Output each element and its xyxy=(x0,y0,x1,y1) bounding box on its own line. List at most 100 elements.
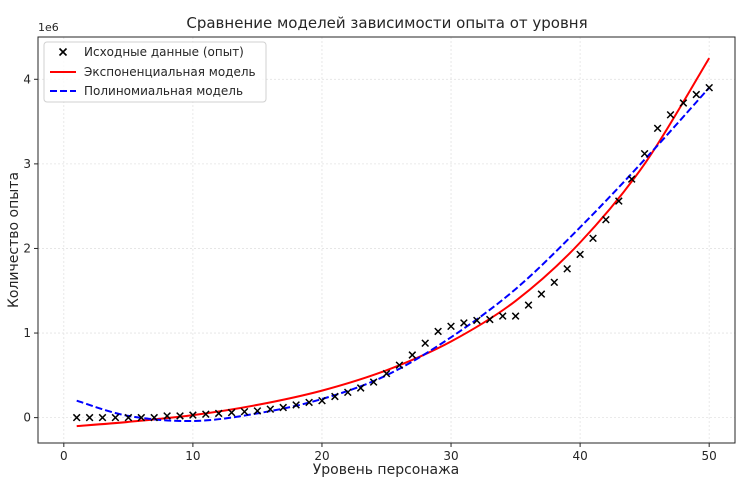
data-point xyxy=(176,412,184,420)
data-point xyxy=(266,405,275,414)
data-point xyxy=(318,396,326,405)
y-tick-label: 0 xyxy=(23,411,31,425)
data-point-stroke xyxy=(176,412,184,420)
data-point xyxy=(240,407,249,416)
data-point-stroke xyxy=(98,413,107,422)
chart-title: Сравнение моделей зависимости опыта от у… xyxy=(186,14,587,32)
data-point-stroke xyxy=(563,264,572,273)
data-point-stroke xyxy=(163,412,171,420)
data-point xyxy=(653,124,662,133)
y-scale-label: 1e6 xyxy=(38,21,59,34)
data-point xyxy=(227,408,236,417)
data-point-stroke xyxy=(72,413,81,422)
x-tick-label: 30 xyxy=(443,449,458,463)
data-point-stroke xyxy=(189,411,197,419)
legend-label-exp: Экспоненциальная модель xyxy=(84,65,256,79)
data-point xyxy=(614,197,623,205)
y-tick-label: 2 xyxy=(23,241,31,255)
data-point-stroke xyxy=(666,110,675,119)
data-point-stroke xyxy=(705,83,714,92)
data-point-stroke xyxy=(356,384,365,392)
x-tick-label: 20 xyxy=(314,449,329,463)
data-point-stroke xyxy=(214,409,223,418)
data-point-stroke xyxy=(266,405,275,414)
data-point-stroke xyxy=(679,99,688,107)
data-point xyxy=(563,264,572,273)
data-point-stroke xyxy=(524,301,533,309)
data-point-stroke xyxy=(653,124,662,133)
data-point xyxy=(498,312,507,320)
data-point-stroke xyxy=(473,316,481,325)
data-point-stroke xyxy=(253,407,262,415)
data-point xyxy=(666,110,675,119)
y-tick-label: 1 xyxy=(23,326,31,340)
data-point-stroke xyxy=(692,90,701,99)
plot-area xyxy=(72,57,714,428)
data-point-stroke xyxy=(627,175,636,183)
data-point xyxy=(434,327,442,336)
data-point-stroke xyxy=(331,392,339,401)
data-point xyxy=(305,398,313,407)
data-point-stroke xyxy=(589,234,597,243)
data-point-stroke xyxy=(537,290,546,298)
data-point xyxy=(137,413,146,422)
data-point xyxy=(627,175,636,183)
data-point xyxy=(382,369,391,378)
x-tick-label: 40 xyxy=(572,449,587,463)
data-point xyxy=(524,301,533,309)
data-point xyxy=(331,392,339,401)
data-point xyxy=(111,413,120,422)
data-point-stroke xyxy=(124,413,133,422)
data-point xyxy=(408,351,417,359)
data-point-stroke xyxy=(485,315,494,324)
data-point xyxy=(473,316,481,325)
data-point-stroke xyxy=(408,351,417,359)
data-point-stroke xyxy=(460,319,468,327)
data-point-stroke xyxy=(550,278,559,287)
data-point-stroke xyxy=(640,149,649,158)
data-point xyxy=(692,90,701,99)
data-point-stroke xyxy=(343,388,352,397)
data-point xyxy=(253,407,262,415)
data-point-stroke xyxy=(382,369,391,378)
data-point xyxy=(343,388,352,397)
data-point xyxy=(447,322,455,331)
data-point-stroke xyxy=(150,413,159,422)
exp-model-line xyxy=(76,57,711,428)
data-point-stroke xyxy=(318,396,326,405)
data-point xyxy=(705,83,714,92)
data-point-stroke xyxy=(369,378,378,386)
data-point xyxy=(214,409,223,418)
data-point xyxy=(679,99,688,107)
data-point-stroke xyxy=(421,339,430,348)
data-point xyxy=(537,290,546,298)
data-point-stroke xyxy=(292,401,300,409)
data-point xyxy=(292,401,300,409)
data-point-stroke xyxy=(576,250,584,259)
data-point xyxy=(201,410,210,419)
data-point-stroke xyxy=(111,413,120,422)
data-point-stroke xyxy=(434,327,442,336)
data-point xyxy=(485,315,494,324)
legend-label-data: Исходные данные (опыт) xyxy=(84,45,244,59)
data-point-stroke xyxy=(602,215,610,224)
data-point xyxy=(98,413,107,422)
data-point xyxy=(576,250,584,259)
data-point-stroke xyxy=(305,398,313,407)
data-point xyxy=(550,278,559,287)
data-point-stroke xyxy=(85,413,94,422)
data-point-stroke xyxy=(137,413,146,422)
data-point-stroke xyxy=(395,361,404,370)
legend-label-poly: Полиномиальная модель xyxy=(84,84,243,98)
data-point-stroke xyxy=(511,312,520,320)
x-axis-ticks: 0 10 20 30 40 50 xyxy=(60,443,717,463)
data-point-stroke xyxy=(201,410,210,419)
data-point xyxy=(124,413,133,422)
data-point xyxy=(356,384,365,392)
data-point xyxy=(395,361,404,370)
data-point xyxy=(421,339,430,348)
legend-box xyxy=(43,41,267,103)
data-point xyxy=(640,149,649,158)
data-point xyxy=(163,412,171,420)
